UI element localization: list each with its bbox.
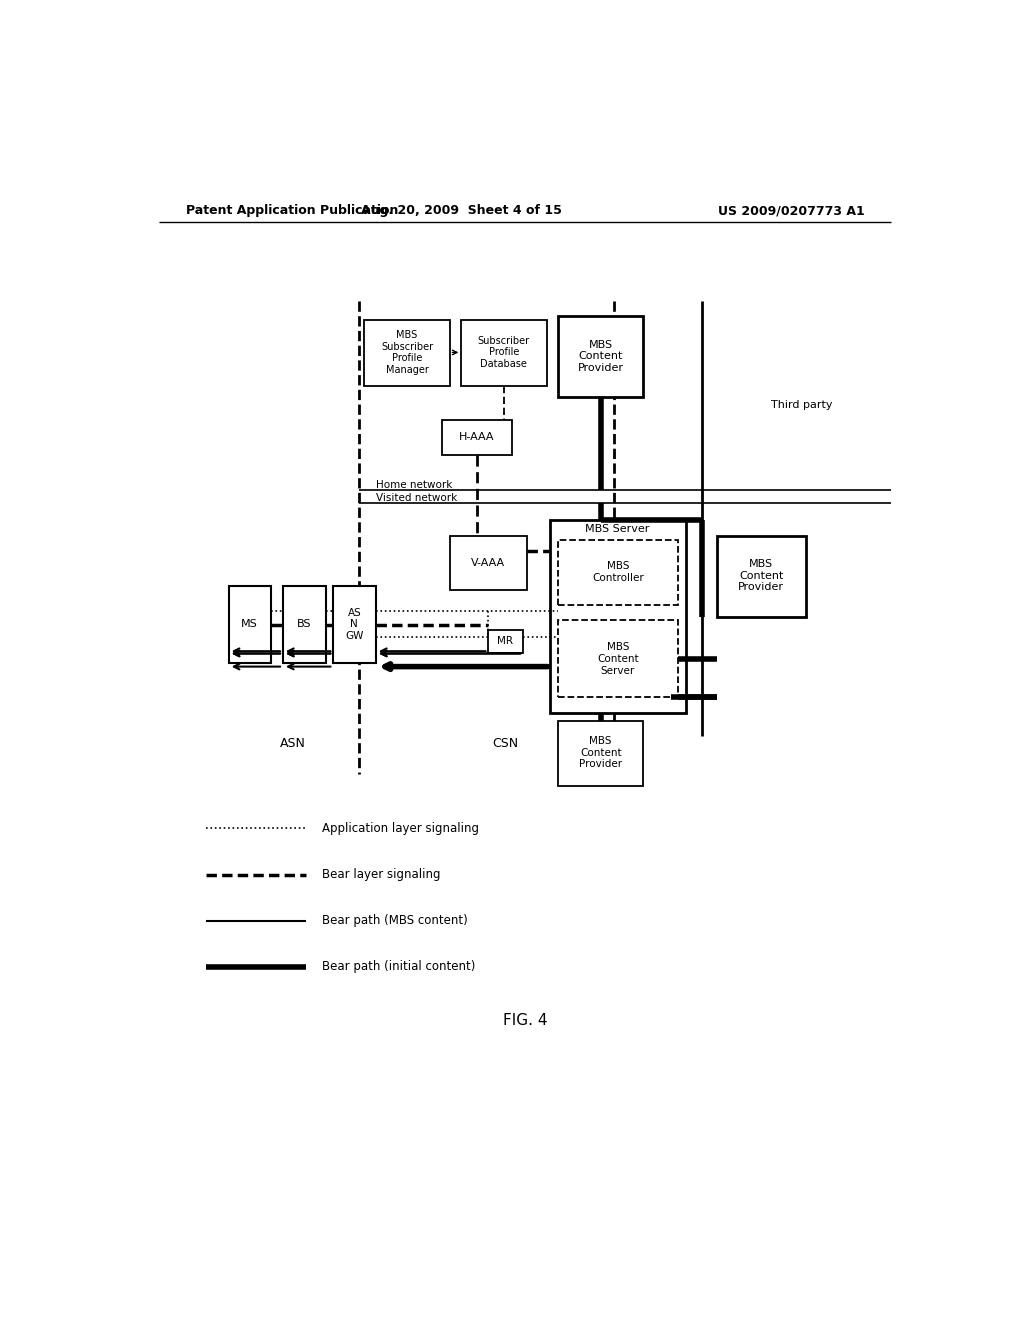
- Text: MBS
Content
Provider: MBS Content Provider: [580, 737, 623, 770]
- Text: CSN: CSN: [493, 737, 518, 750]
- Text: Patent Application Publication: Patent Application Publication: [186, 205, 398, 218]
- Text: Home network: Home network: [376, 479, 453, 490]
- Bar: [450, 536, 527, 590]
- Text: MR: MR: [498, 636, 513, 647]
- Text: FIG. 4: FIG. 4: [503, 1014, 547, 1028]
- Text: Visited network: Visited network: [376, 492, 458, 503]
- Bar: [717, 536, 806, 616]
- Text: US 2009/0207773 A1: US 2009/0207773 A1: [718, 205, 864, 218]
- Text: AS
N
GW: AS N GW: [345, 607, 364, 640]
- Text: Bear path (initial content): Bear path (initial content): [322, 961, 475, 973]
- Text: MBS
Controller: MBS Controller: [592, 561, 644, 582]
- Text: Bear layer signaling: Bear layer signaling: [322, 869, 440, 880]
- Text: MBS
Content
Provider: MBS Content Provider: [738, 560, 784, 593]
- Bar: [550, 520, 686, 713]
- Bar: [283, 586, 326, 663]
- Bar: [558, 721, 643, 785]
- Text: MS: MS: [242, 619, 258, 630]
- Text: MBS
Content
Provider: MBS Content Provider: [578, 339, 624, 372]
- Text: Subscriber
Profile
Database: Subscriber Profile Database: [478, 335, 530, 370]
- Text: BS: BS: [297, 619, 311, 630]
- Bar: [488, 630, 523, 653]
- Text: Application layer signaling: Application layer signaling: [322, 822, 479, 834]
- Bar: [558, 620, 678, 697]
- Text: Third party: Third party: [771, 400, 833, 409]
- Bar: [461, 321, 547, 385]
- Bar: [558, 317, 643, 397]
- Bar: [228, 586, 271, 663]
- Bar: [334, 586, 376, 663]
- Text: MBS
Content
Server: MBS Content Server: [597, 643, 639, 676]
- Text: Aug. 20, 2009  Sheet 4 of 15: Aug. 20, 2009 Sheet 4 of 15: [360, 205, 562, 218]
- Bar: [365, 321, 450, 385]
- Text: H-AAA: H-AAA: [459, 432, 495, 442]
- Text: Bear path (MBS content): Bear path (MBS content): [322, 915, 468, 927]
- Text: MBS Server: MBS Server: [586, 524, 649, 535]
- Bar: [558, 540, 678, 605]
- Text: V-AAA: V-AAA: [471, 557, 506, 568]
- Text: ASN: ASN: [281, 737, 306, 750]
- Text: MBS
Subscriber
Profile
Manager: MBS Subscriber Profile Manager: [381, 330, 433, 375]
- Bar: [442, 420, 512, 455]
